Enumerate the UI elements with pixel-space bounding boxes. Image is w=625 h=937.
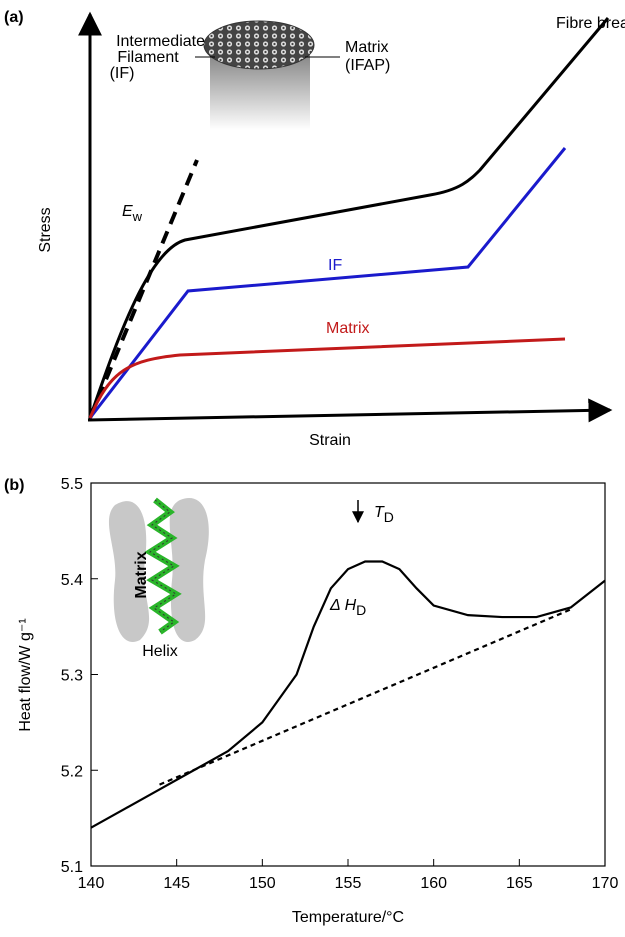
annotation: (IFAP) — [345, 57, 390, 74]
annotation: IF — [328, 257, 342, 274]
annotation: Ew — [122, 203, 143, 224]
annotation: D — [356, 602, 366, 618]
inset-label: Helix — [142, 643, 178, 660]
axis-title: Stress — [37, 207, 54, 252]
x-tick-label: 165 — [506, 875, 533, 892]
inset-helix: Matrix Helix — [108, 497, 209, 660]
annotation: E — [122, 203, 133, 220]
annotation: T — [374, 504, 385, 521]
annotation: Filament — [117, 49, 179, 66]
panel-a: (a) Intermediate Filament (IF) Matrix (I… — [4, 9, 625, 449]
x-tick-label: 140 — [78, 875, 105, 892]
annotation: Fibre break — [556, 15, 625, 32]
axis-title: Heat flow/W g⁻¹ — [17, 618, 34, 731]
x-tick-label: 150 — [249, 875, 276, 892]
annotation: Matrix — [345, 39, 389, 56]
annotation: (IF) — [110, 65, 135, 82]
x-tick-label: 145 — [163, 875, 190, 892]
panel-b: (b) Matrix Helix TD Δ HD Temperature/°C … — [4, 476, 618, 926]
fibre-illustration — [203, 20, 315, 70]
x-tick-label: 155 — [335, 875, 362, 892]
annotation: Intermediate — [116, 33, 205, 50]
schematic-curve — [88, 147, 567, 419]
y-tick-label: 5.2 — [61, 763, 83, 780]
schematic-curve — [88, 337, 566, 419]
data-line — [90, 560, 606, 829]
y-tick-label: 5.5 — [61, 476, 83, 493]
schematic-curve — [88, 17, 610, 419]
annotation: Δ H — [329, 597, 357, 614]
inset-shape — [108, 501, 150, 642]
y-tick-label: 5.3 — [61, 668, 83, 685]
axis-title: Strain — [309, 432, 351, 449]
data-line — [159, 608, 572, 786]
y-tick-label: 5.4 — [61, 572, 83, 589]
x-tick-label: 170 — [592, 875, 619, 892]
x-tick-label: 160 — [420, 875, 447, 892]
annotation: D — [384, 509, 394, 525]
inset-shape — [169, 498, 209, 642]
annotation: TD — [374, 504, 394, 525]
annotation: Δ HD — [329, 597, 366, 618]
annotation: Matrix — [326, 320, 370, 337]
schematic-curve — [88, 159, 199, 419]
x-axis — [87, 398, 613, 423]
inset-helix-shape — [144, 497, 182, 635]
annotation: w — [132, 209, 143, 224]
panel-label: (a) — [4, 9, 24, 26]
inset-label: Matrix — [133, 551, 150, 598]
panel-label: (b) — [4, 477, 24, 494]
y-tick-label: 5.1 — [61, 859, 83, 876]
axis-title: Temperature/°C — [292, 909, 404, 926]
